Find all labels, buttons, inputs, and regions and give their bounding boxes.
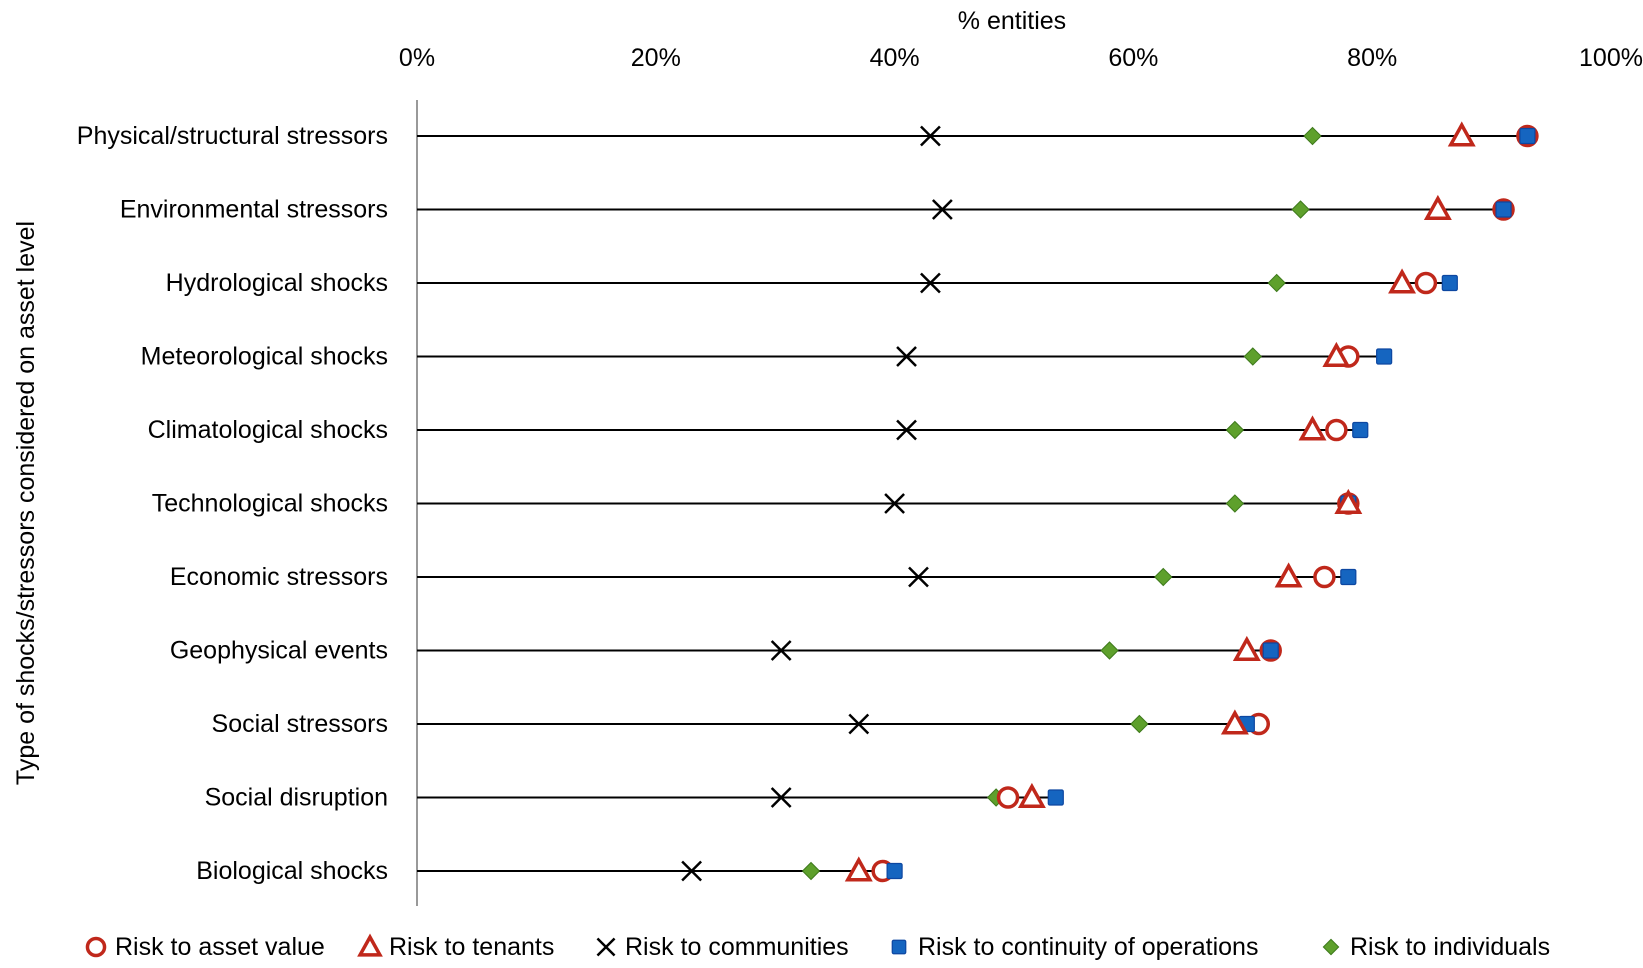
data-point <box>1047 789 1064 806</box>
legend-marker <box>85 936 107 958</box>
x-tick-label: 60% <box>1108 44 1158 72</box>
y-axis-title: Type of shocks/stressors considered on a… <box>12 221 40 785</box>
chart-row: Social stressors <box>212 709 1271 738</box>
legend: Risk to asset value Risk to tenants Risk t… <box>85 933 1550 961</box>
data-point <box>1447 121 1476 147</box>
data-point <box>1334 488 1363 515</box>
chart-row: Environmental stressors <box>120 194 1515 224</box>
data-point <box>896 419 917 441</box>
legend-item: Risk to communities <box>596 933 849 961</box>
data-point <box>770 640 792 661</box>
data-point <box>884 493 905 514</box>
data-point <box>1388 268 1417 294</box>
data-point <box>1225 494 1245 513</box>
legend-marker <box>357 933 383 957</box>
chart-rows: Physical/structural stressors Environment… <box>77 121 1539 885</box>
legend-item: Risk to asset value <box>85 933 325 961</box>
data-point <box>1225 420 1245 440</box>
x-tick-label: 80% <box>1347 44 1397 72</box>
data-point <box>920 272 941 294</box>
data-point <box>801 861 821 881</box>
data-point <box>1154 567 1173 587</box>
data-point <box>1017 782 1046 809</box>
legend-marker <box>891 939 907 955</box>
chart-row: Physical/structural stressors <box>77 121 1539 150</box>
legend-label: Risk to asset value <box>115 933 325 961</box>
legend-label: Risk to individuals <box>1350 933 1550 961</box>
category-label: Technological shocks <box>152 490 388 518</box>
data-point <box>1376 348 1393 365</box>
legend-label: Risk to tenants <box>389 933 554 961</box>
chart-row: Geophysical events <box>170 635 1282 665</box>
category-label: Meteorological shocks <box>141 343 388 371</box>
data-point <box>1441 274 1458 292</box>
data-point <box>886 862 903 880</box>
category-label: Physical/structural stressors <box>77 122 388 150</box>
x-tick-label: 20% <box>631 44 681 72</box>
data-point <box>1352 421 1369 439</box>
chart-row: Social disruption <box>205 782 1064 812</box>
legend-label: Risk to communities <box>625 933 849 961</box>
data-point <box>1340 568 1357 586</box>
category-label: Economic stressors <box>170 563 388 591</box>
data-point <box>1274 562 1303 588</box>
category-label: Environmental stressors <box>120 196 388 224</box>
legend-marker <box>596 937 616 957</box>
category-label: Geophysical events <box>170 637 388 665</box>
legend-item: Risk to individuals <box>1322 933 1550 961</box>
data-point <box>996 786 1020 809</box>
data-point <box>1267 273 1286 293</box>
data-point <box>1291 200 1310 219</box>
data-point <box>770 787 792 808</box>
data-point <box>1243 347 1263 366</box>
data-point <box>1303 126 1322 146</box>
x-tick-label: 40% <box>870 44 920 72</box>
x-tick-label: 0% <box>399 44 435 72</box>
chart-row: Technological shocks <box>152 488 1363 518</box>
chart-row: Hydrological shocks <box>166 268 1458 297</box>
legend-item: Risk to continuity of operations <box>891 933 1258 961</box>
data-point <box>1414 271 1438 295</box>
data-point <box>1232 635 1261 662</box>
data-point <box>1519 127 1536 145</box>
category-label: Hydrological shocks <box>166 269 388 297</box>
legend-label: Risk to continuity of operations <box>918 933 1258 961</box>
chart-row: Meteorological shocks <box>141 341 1393 371</box>
chart-row: Climatological shocks <box>148 415 1369 444</box>
data-point <box>1220 709 1249 735</box>
x-axis-ticks: 0% 20% 40% 60% 80% 100% <box>399 44 1643 72</box>
data-point <box>1262 642 1279 659</box>
data-point <box>1100 641 1119 660</box>
data-point <box>1423 194 1452 221</box>
data-point <box>844 856 873 882</box>
data-point <box>896 346 917 367</box>
category-label: Social stressors <box>212 710 388 738</box>
data-point <box>1298 415 1327 441</box>
legend-marker <box>1322 938 1340 956</box>
data-point <box>920 125 941 147</box>
data-point <box>1495 201 1512 218</box>
chart-row: Biological shocks <box>196 856 903 885</box>
data-point <box>681 860 703 882</box>
data-point <box>1325 418 1348 442</box>
data-point <box>908 566 929 588</box>
category-label: Biological shocks <box>196 857 388 885</box>
data-point <box>1313 565 1336 589</box>
legend-item: Risk to tenants <box>357 933 554 961</box>
data-point <box>1130 714 1149 734</box>
data-point <box>1322 341 1351 368</box>
chart-row: Economic stressors <box>170 562 1357 591</box>
x-axis-title: % entities <box>958 7 1066 35</box>
x-tick-label: 100% <box>1579 44 1643 72</box>
category-label: Climatological shocks <box>148 416 388 444</box>
category-label: Social disruption <box>205 784 388 812</box>
data-point <box>931 199 953 220</box>
data-point <box>848 713 870 735</box>
